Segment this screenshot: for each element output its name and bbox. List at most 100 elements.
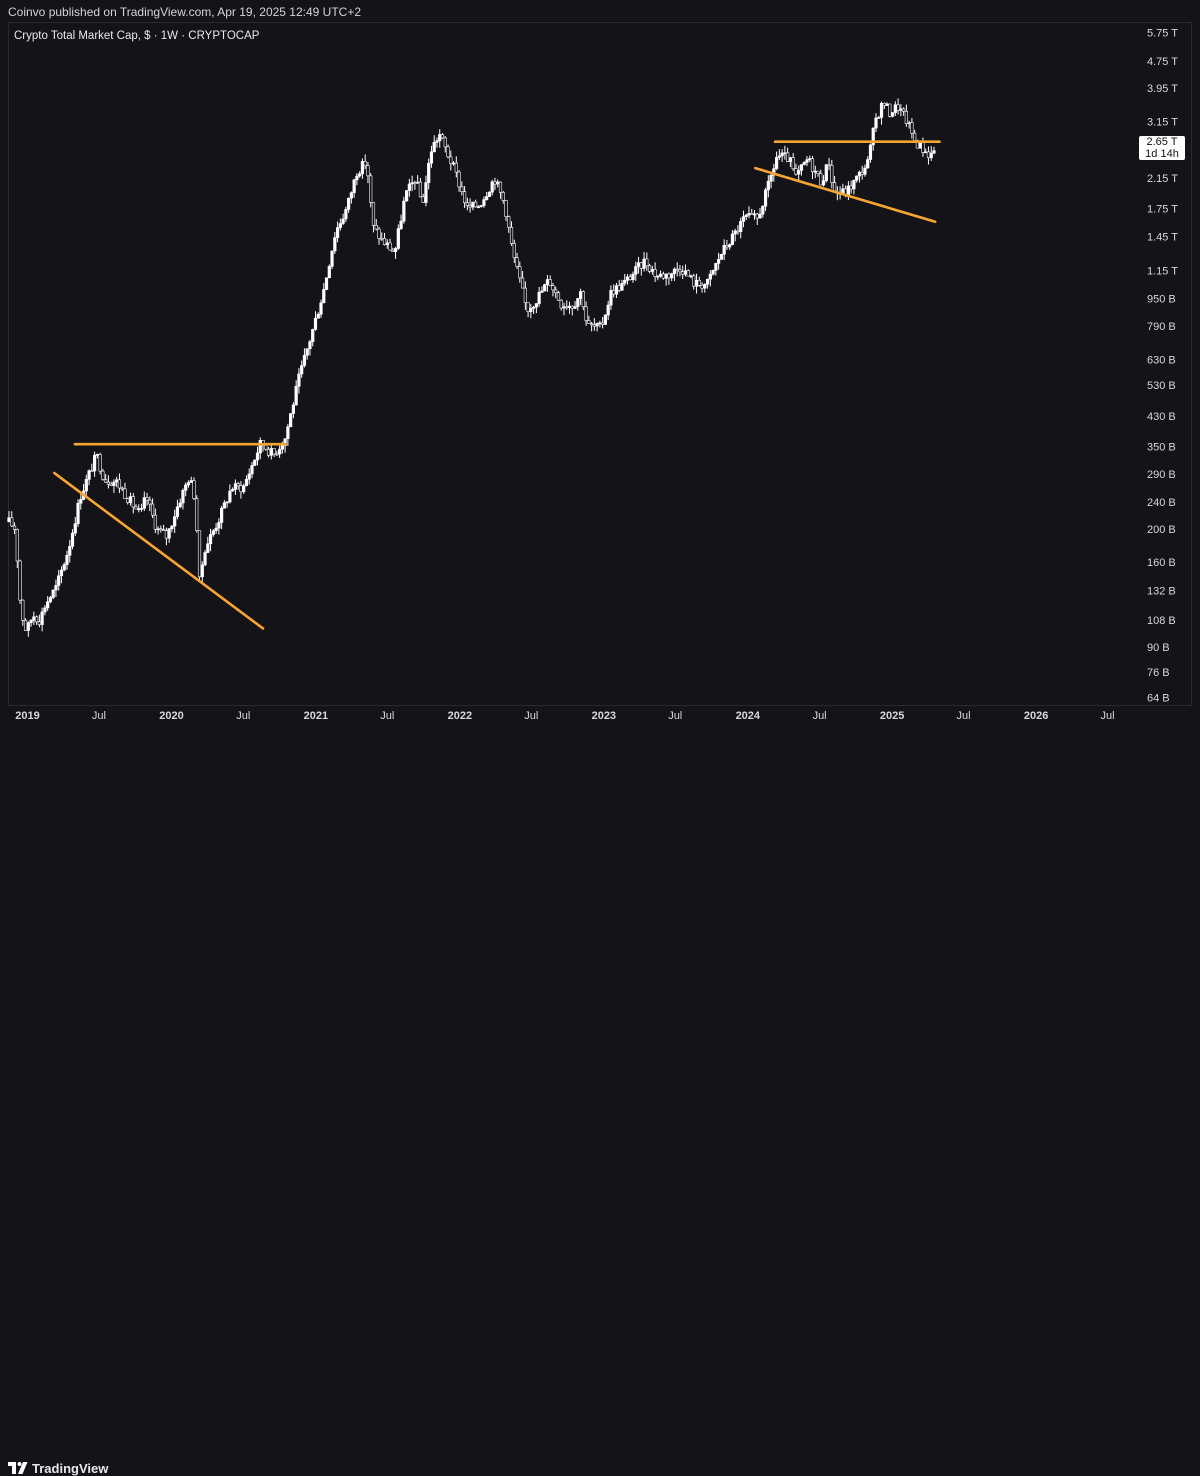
candle — [181, 488, 185, 510]
candle — [73, 516, 77, 537]
candle — [565, 300, 569, 310]
candle — [211, 529, 215, 537]
candle — [297, 368, 301, 394]
candle — [639, 262, 643, 276]
candle — [512, 239, 516, 263]
candle — [730, 229, 735, 246]
candle — [890, 112, 895, 118]
candle — [283, 438, 287, 453]
candle — [324, 277, 329, 291]
symbol-legend[interactable]: Crypto Total Market Cap, $ · 1W · CRYPTO… — [14, 30, 260, 42]
candle — [266, 447, 271, 458]
candle — [291, 402, 295, 419]
candle — [877, 115, 881, 119]
candle — [752, 210, 757, 220]
time-tick-label: Jul — [92, 710, 106, 722]
candle — [170, 524, 174, 533]
candle — [424, 175, 428, 207]
candle — [117, 473, 122, 494]
candle — [606, 300, 610, 320]
candle — [382, 232, 387, 246]
candle — [35, 615, 39, 625]
candle — [231, 487, 235, 492]
candle — [763, 187, 768, 211]
price-tick-label: 430 B — [1147, 411, 1176, 423]
time-axis[interactable]: 2019 Jul 2020 Jul 2021 Jul 2022 Jul 2023 Jul 2024 J… — [15, 710, 1114, 722]
candle — [683, 264, 688, 277]
price-tick-label: 4.75 T — [1147, 56, 1178, 68]
candle — [714, 262, 718, 276]
candle — [451, 161, 456, 166]
candle — [335, 221, 340, 243]
candle — [813, 165, 817, 179]
last-price-label: 2.65 T 1d 14h — [1139, 136, 1185, 160]
candle — [413, 180, 417, 190]
candle — [777, 149, 781, 161]
candle — [562, 302, 566, 316]
candle — [852, 179, 856, 195]
candle — [874, 113, 878, 133]
candle — [173, 509, 177, 533]
candle — [697, 276, 701, 287]
price-chart[interactable]: 5.75 T 4.75 T 3.95 T 3.15 T 2.65 T 2.15 T 1.75… — [0, 0, 1200, 726]
candle — [15, 528, 19, 569]
price-axis[interactable]: 5.75 T 4.75 T 3.95 T 3.15 T 2.65 T 2.15 T 1.75… — [1147, 28, 1178, 705]
candle — [932, 146, 936, 155]
candle — [882, 102, 886, 110]
candle — [625, 274, 630, 285]
candle — [272, 448, 276, 458]
candle — [659, 270, 663, 278]
candle — [532, 305, 536, 315]
tradingview-brand[interactable]: TradingView — [32, 1461, 109, 1476]
candle — [10, 511, 14, 528]
price-tick-label: 3.15 T — [1147, 117, 1178, 129]
candle — [926, 146, 931, 165]
candle — [145, 492, 149, 506]
candle — [134, 504, 138, 510]
candle — [195, 495, 199, 533]
candle — [802, 161, 806, 166]
candle — [490, 179, 494, 196]
candle — [860, 165, 864, 180]
candle — [454, 156, 458, 178]
candle — [184, 482, 188, 497]
candle — [672, 267, 677, 281]
candle — [879, 101, 884, 125]
candle — [686, 269, 690, 277]
price-tick-label: 2.15 T — [1147, 173, 1178, 185]
candle — [805, 156, 809, 167]
candle — [515, 252, 519, 269]
trendline[interactable] — [53, 471, 265, 630]
candle — [719, 253, 723, 260]
candle — [236, 481, 240, 490]
candle — [896, 98, 900, 115]
candle — [551, 282, 555, 297]
candle — [197, 530, 202, 582]
trendline[interactable] — [753, 166, 937, 224]
candle — [435, 137, 439, 148]
candle — [570, 305, 574, 316]
candle — [904, 104, 908, 127]
candle — [101, 468, 105, 481]
candle — [253, 459, 257, 467]
candle — [590, 322, 594, 332]
candle — [393, 247, 398, 259]
price-tick-label: 1.75 T — [1147, 203, 1178, 215]
candle — [871, 127, 875, 151]
candle — [824, 163, 828, 183]
candle — [316, 312, 320, 319]
candle — [21, 599, 25, 626]
candle — [150, 498, 155, 519]
price-tick-label: 790 B — [1147, 321, 1176, 333]
candle — [689, 274, 693, 279]
candle — [48, 595, 53, 604]
candle — [816, 170, 820, 177]
candle — [214, 523, 218, 535]
price-tick-label: 630 B — [1147, 354, 1176, 366]
candle — [222, 500, 226, 509]
candle — [855, 175, 859, 183]
candle — [728, 243, 732, 250]
candle — [462, 186, 467, 209]
candle — [841, 183, 845, 195]
candle — [112, 479, 116, 493]
